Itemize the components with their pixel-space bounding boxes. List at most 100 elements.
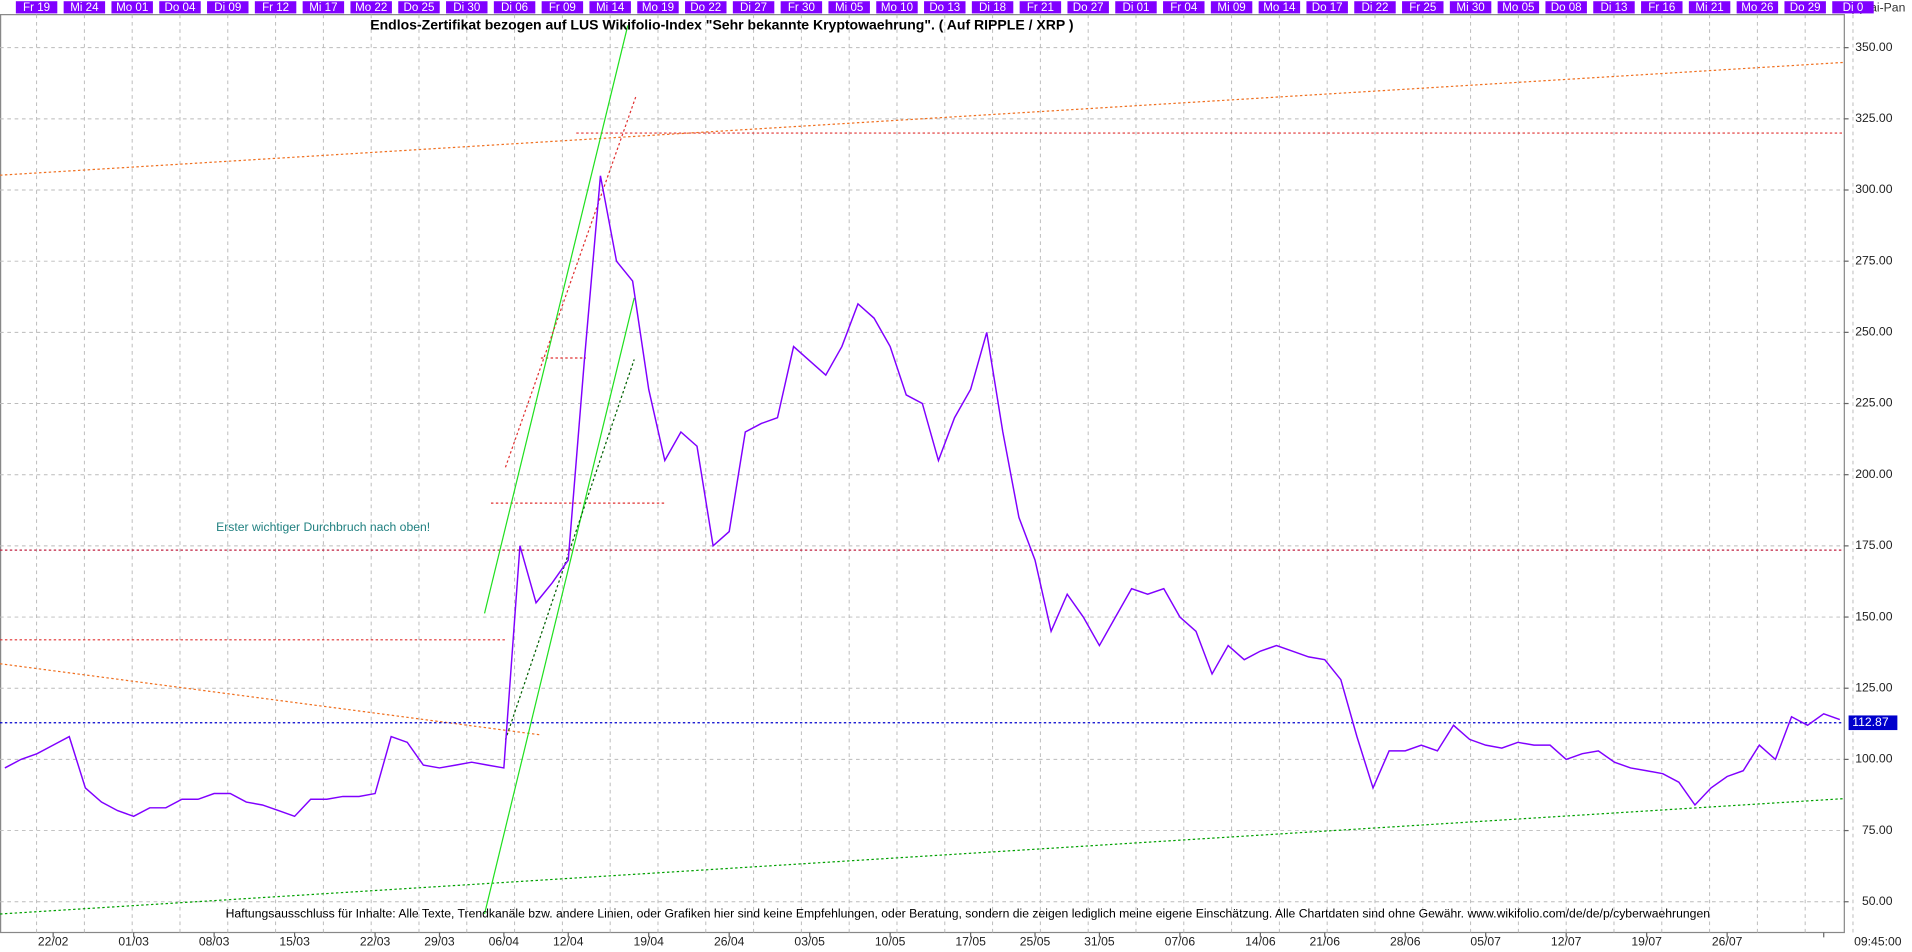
top-label-box [1258,1,1301,14]
top-label-box [1736,1,1779,14]
x-tick-label: 06/04 [489,934,520,948]
trend-line [0,798,1844,915]
top-label: Di 27 [740,2,767,14]
x-tick-label: 14/06 [1245,934,1276,948]
top-label-box [1354,1,1396,14]
x-tick-label: 09:45:00 [1854,934,1902,948]
x-tick-label: 17/05 [955,934,986,948]
top-label: Do 08 [1551,2,1582,14]
x-tick-label: 26/07 [1712,934,1743,948]
top-label-box [1402,1,1444,14]
top-label: Do 29 [1790,2,1821,14]
x-tick-label: 21/06 [1309,934,1340,948]
top-label-box [541,1,584,14]
trend-line [504,359,635,740]
top-label: Do 22 [690,2,721,14]
top-label: Di 30 [453,2,480,14]
trend-line [483,25,629,614]
top-label: Fr 04 [1170,2,1198,14]
annotation: Erster wichtiger Durchbruch nach oben! [216,520,430,534]
top-label: Mi 17 [309,2,337,14]
top-label: Mi 21 [1695,2,1723,14]
top-label-box [254,1,297,14]
top-label: Do 27 [1073,2,1104,14]
top-label-box [350,1,392,14]
top-label: Mi 24 [70,2,99,14]
trend-line [0,61,1844,176]
x-tick-label: 12/04 [553,934,584,948]
y-tick-label: 200.00 [1855,467,1893,481]
y-tick-label: 100.00 [1855,752,1893,766]
top-label-box [63,1,106,14]
top-label: Mo 05 [1502,2,1534,14]
disclaimer: Haftungsausschluss für Inhalte: Alle Tex… [226,906,1710,920]
y-tick-label: 50.00 [1862,894,1893,908]
x-tick-label: 19/04 [633,934,664,948]
top-label: Fr 25 [1409,2,1436,14]
x-tick-label: 07/06 [1165,934,1196,948]
last-price-box [1848,715,1898,731]
top-label-box [446,1,488,14]
top-label: Di 06 [501,2,528,14]
top-label: Do 04 [165,2,196,14]
top-label-box [876,1,918,14]
x-tick-label: 25/05 [1020,934,1051,948]
top-label: Do 25 [404,2,435,14]
top-label: Mi 14 [596,2,625,14]
top-label: Mi 05 [835,2,863,14]
y-tick-label: 75.00 [1862,823,1893,837]
x-tick-label: 28/06 [1390,934,1421,948]
top-label: Mi 30 [1456,2,1484,14]
top-label: Mi 09 [1217,2,1245,14]
top-label: Mo 19 [642,2,674,14]
price-line [4,175,1841,818]
top-label-box [302,1,345,14]
x-tick-label: 12/07 [1551,934,1582,948]
top-label-box [493,1,536,14]
trend-line [504,96,637,468]
top-label-box [637,1,679,14]
top-label-box [1497,1,1540,14]
top-label-box [1019,1,1062,14]
top-label: Di 01 [1122,2,1149,14]
x-tick-label: 31/05 [1084,934,1115,948]
x-tick-label: 26/04 [714,934,745,948]
top-label-box [1545,1,1587,14]
x-tick-label: 05/07 [1470,934,1501,948]
top-label-box [971,1,1014,14]
top-label-box [207,1,249,14]
trend-line [483,297,635,915]
y-tick-label: 125.00 [1855,680,1893,694]
top-label-box [1593,1,1635,14]
top-label-box [15,1,58,14]
x-tick-label: 22/02 [38,934,69,948]
top-label-box [685,1,727,14]
top-label: Fr 19 [23,2,50,14]
top-label-box [159,1,201,14]
top-label-box [1641,1,1683,14]
x-tick-label: 10/05 [875,934,906,948]
top-label: Di 22 [1361,2,1388,14]
y-tick-label: 175.00 [1855,538,1893,552]
y-tick-label: 150.00 [1855,609,1893,623]
y-tick-label: 300.00 [1855,182,1893,196]
top-label: Mo 10 [881,2,913,14]
top-label-box [780,1,823,14]
x-tick-label: 29/03 [424,934,455,948]
y-tick-label: 225.00 [1855,396,1893,410]
top-label: Di 13 [1600,2,1627,14]
top-label: Di 18 [979,2,1006,14]
y-tick-label: 325.00 [1855,111,1893,125]
chart-title: Endlos-Zertifikat bezogen auf LUS Wikifo… [370,16,1073,32]
x-tick-label: 19/07 [1631,934,1662,948]
y-tick-label: 250.00 [1855,325,1893,339]
top-label-box [1115,1,1157,14]
top-label: Mo 01 [116,2,148,14]
top-label: Di 0 [1843,2,1864,14]
last-price-label: 112.87 [1852,715,1889,729]
top-label-box [398,1,440,14]
top-label-box [1067,1,1109,14]
top-label-box [1306,1,1348,14]
x-tick-label: 03/05 [794,934,825,948]
top-label-box [1163,1,1205,14]
